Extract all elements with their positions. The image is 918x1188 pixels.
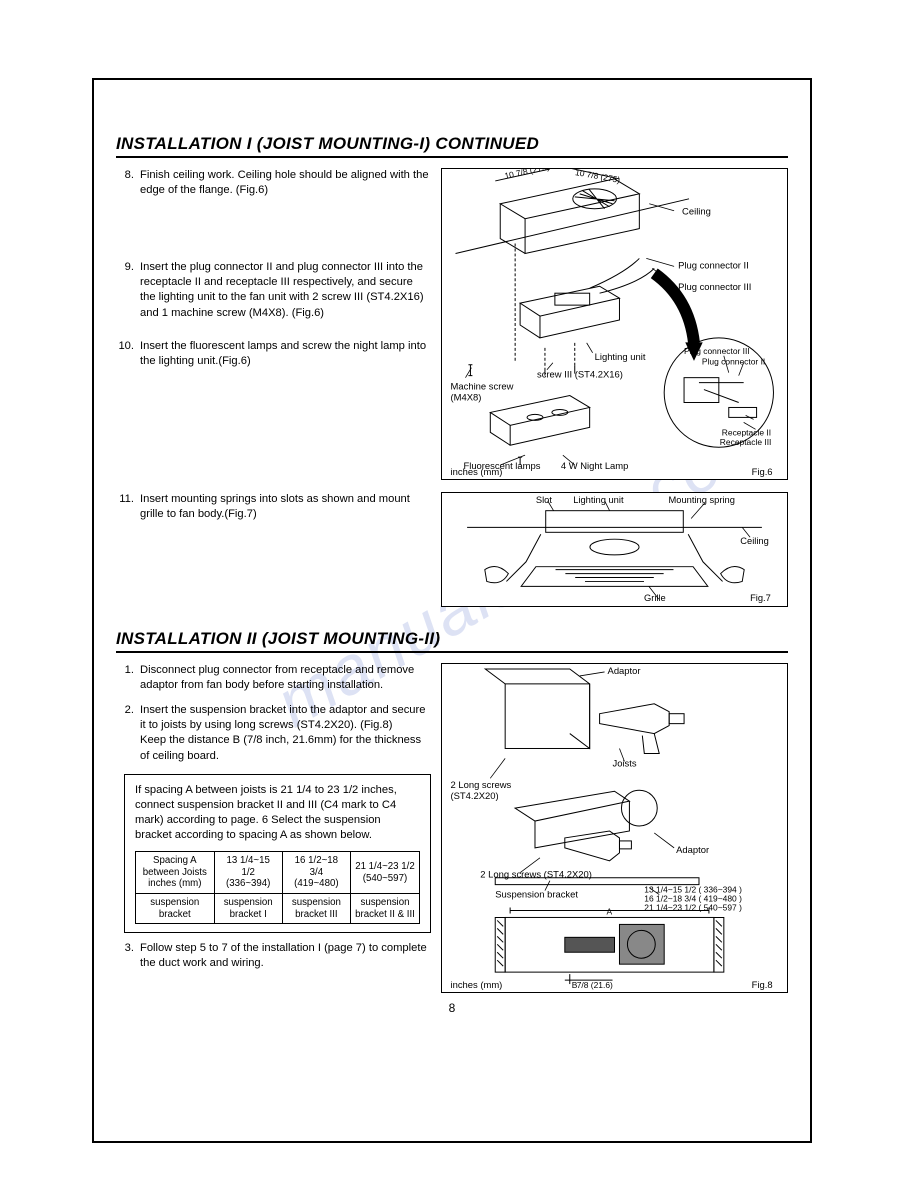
th-1: 13 1/4~15 1/2 (336~394) [214, 852, 282, 894]
lighting-unit-label-7: Lighting unit [573, 495, 624, 505]
dims-list: 13 1/4~15 1/2 ( 336~394 ) 16 1/2~18 3/4 … [644, 885, 744, 913]
long-screws-label: 2 Long screws (ST4.2X20) [451, 779, 514, 801]
mounting-spring-label: Mounting spring [669, 495, 735, 505]
section2-title: INSTALLATION II (JOIST MOUNTING-II) [116, 629, 788, 653]
inches-mm-8: inches (mm) [451, 979, 503, 990]
fig7-label: Fig.7 [750, 593, 771, 603]
adaptor2-label: Adaptor [676, 844, 709, 855]
step2-2: 2. Insert the suspension bracket into th… [116, 703, 431, 763]
joists-label: Joists [613, 757, 637, 768]
step2-1: 1. Disconnect plug connector from recept… [116, 663, 431, 693]
step-10: 10. Insert the fluorescent lamps and scr… [116, 339, 431, 369]
step-num: 10. [116, 339, 140, 369]
screw3-label: screw III (ST4.2X16) [537, 369, 623, 380]
fig6-label: Fig.6 [752, 466, 773, 477]
plug3-label: Plug connector III [678, 281, 751, 292]
grille-label: Grille [644, 593, 666, 603]
td-2: suspension bracket III [282, 894, 350, 924]
figure-7: Slot Lighting unit Mounting spring Ceili… [441, 492, 788, 607]
step-num: 8. [116, 168, 140, 198]
spacing-note-box: If spacing A between joists is 21 1/4 to… [124, 774, 431, 934]
ceiling-label: Ceiling [682, 206, 711, 217]
td-3: suspension bracket II & III [350, 894, 419, 924]
step-text: Insert the fluorescent lamps and screw t… [140, 339, 431, 369]
recept2-label: Receptacle II [722, 427, 771, 437]
step-text: Insert mounting springs into slots as sh… [140, 492, 431, 522]
section1-title: INSTALLATION I (JOIST MOUNTING-I) CONTIN… [116, 134, 788, 158]
step-text: Finish ceiling work. Ceiling hole should… [140, 168, 431, 198]
plug2-label: Plug connector II [678, 259, 749, 270]
step-text: Insert the suspension bracket into the a… [140, 703, 431, 763]
th-2: 16 1/2~18 3/4 (419~480) [282, 852, 350, 894]
step-11: 11. Insert mounting springs into slots a… [116, 492, 431, 522]
spacing-table: Spacing A between Joists inches (mm) 13 … [135, 851, 420, 924]
long-screws2-label: 2 Long screws (ST4.2X20) [480, 869, 592, 880]
lighting-unit-label: Lighting unit [595, 351, 646, 362]
figure-6: 10 7/8 (275) 10 7/8 (275) Ceiling Plug c… [441, 168, 788, 480]
figure-8: Adaptor 2 Long screws (ST4.2X20) Joists … [441, 663, 788, 993]
machine-screw-label: Machine screw (M4X8) [451, 381, 516, 403]
step-num: 9. [116, 260, 140, 320]
dim-1: 10 7/8 (275) [504, 169, 551, 181]
plug3-detail-label: Plug connector III [684, 346, 750, 356]
ceiling-label-7: Ceiling [740, 536, 769, 546]
td-0: suspension bracket [136, 894, 215, 924]
td-1: suspension bracket I [214, 894, 282, 924]
th-0: Spacing A between Joists inches (mm) [136, 852, 215, 894]
step-num: 1. [116, 663, 140, 693]
step-num: 3. [116, 941, 140, 971]
step-9: 9. Insert the plug connector II and plug… [116, 260, 431, 320]
spacing-note-text: If spacing A between joists is 21 1/4 to… [135, 783, 420, 843]
step-num: 2. [116, 703, 140, 763]
fig8-label: Fig.8 [752, 979, 773, 990]
step-text: Insert the plug connector II and plug co… [140, 260, 431, 320]
adaptor-label: Adaptor [608, 665, 641, 676]
th-3: 21 1/4~23 1/2 (540~597) [350, 852, 419, 894]
suspension-bracket-label: Suspension bracket [495, 889, 578, 900]
step-text: Follow step 5 to 7 of the installation I… [140, 941, 431, 971]
step2-3: 3. Follow step 5 to 7 of the installatio… [116, 941, 431, 971]
b-dim-val: 7/8 (21.6) [577, 980, 613, 990]
step-text: Disconnect plug connector from receptacl… [140, 663, 431, 693]
night-lamp-label: 4 W Night Lamp [561, 460, 629, 471]
page-number: 8 [116, 1001, 788, 1015]
recept3-label: Receptacle III [720, 437, 772, 447]
page-border: INSTALLATION I (JOIST MOUNTING-I) CONTIN… [92, 78, 812, 1143]
inches-mm-label: inches (mm) [451, 466, 503, 477]
step-8: 8. Finish ceiling work. Ceiling hole sho… [116, 168, 431, 198]
slot-label: Slot [536, 495, 552, 505]
dim-A: A [607, 906, 613, 916]
plug2-detail-label: Plug connector II [702, 357, 765, 367]
step-num: 11. [116, 492, 140, 522]
